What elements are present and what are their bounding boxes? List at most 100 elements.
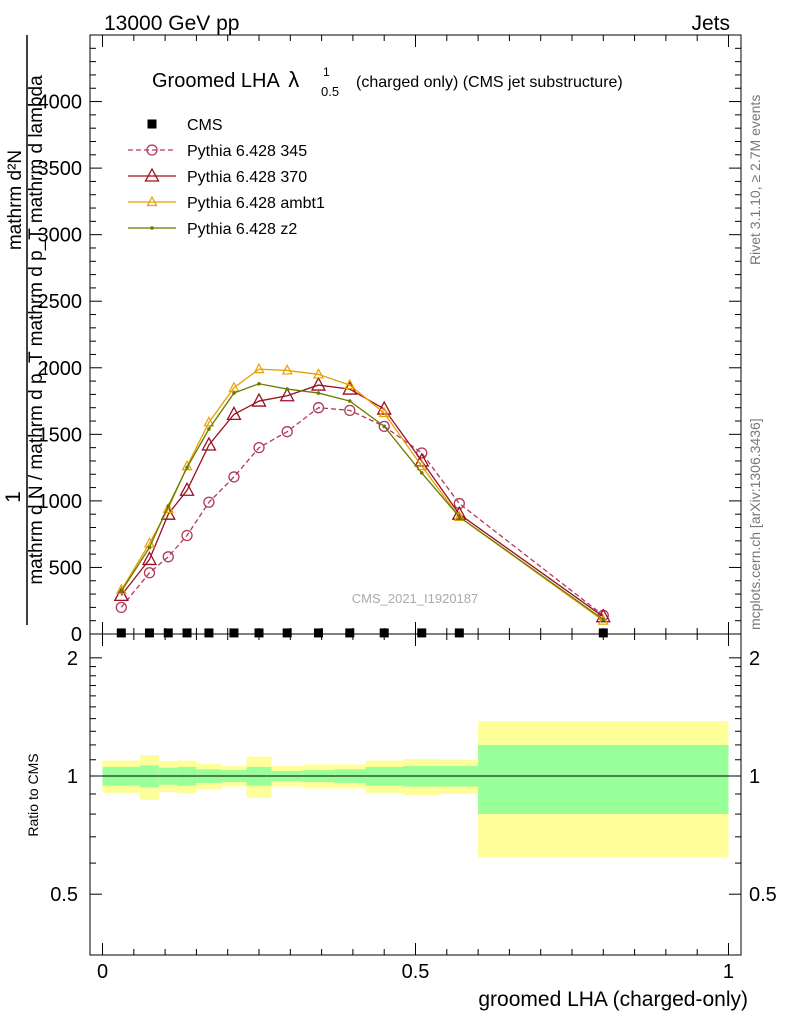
plot-title: Groomed LHA λ <box>152 67 299 92</box>
pythia-z2-point <box>347 399 352 403</box>
legend-label: CMS <box>187 117 223 134</box>
legend-item: Pythia 6.428 z2 <box>128 221 297 238</box>
cms-data-point <box>598 628 608 638</box>
ratio-y-tick-label-right: 1 <box>749 766 760 788</box>
pythia-370-point <box>141 551 158 566</box>
title-rest: (charged only) (CMS jet substructure) <box>356 74 623 91</box>
header-process-label: Jets <box>691 12 730 35</box>
x-tick-label: 0.5 <box>402 961 430 983</box>
ratio-y-tick-label: 2 <box>67 648 78 670</box>
cms-data-point <box>144 628 154 638</box>
pythia-345-point <box>143 567 156 579</box>
title-lambda: λ <box>288 67 299 92</box>
cms-data-point <box>345 628 355 638</box>
y-label-denominator: mathrm d N / mathrm d p_T mathrm d p_T m… <box>26 75 47 585</box>
pythia-370-point <box>251 392 267 407</box>
legend-item: CMS <box>147 117 223 134</box>
pythia-ambt1-point <box>453 510 465 521</box>
pythia-370-point <box>595 608 611 623</box>
series-line <box>120 384 604 618</box>
title-superscript: 1 <box>323 65 330 79</box>
pythia-345-point <box>162 551 174 563</box>
series-pythia-6-428-370 <box>113 376 611 623</box>
pythia-370-point <box>310 376 327 391</box>
legend-item: Pythia 6.428 370 <box>128 167 307 186</box>
pythia-ambt1-point <box>162 502 174 513</box>
main-y-tick-label: 0 <box>71 624 82 646</box>
pythia-370-point <box>144 167 160 182</box>
pythia-ambt1-point <box>378 406 390 418</box>
pythia-ambt1-point <box>253 362 265 374</box>
ratio-y-tick-label-right: 2 <box>749 648 760 670</box>
pythia-ambt1-point <box>203 416 215 427</box>
y-label-numerator: mathrm d²N <box>5 150 26 250</box>
cms-data-point <box>163 628 173 638</box>
pythia-ambt1-point <box>281 364 293 375</box>
pythia-ambt1-point <box>228 381 240 392</box>
x-axis-label: groomed LHA (charged-only) <box>478 988 748 1011</box>
main-y-tick-label: 1500 <box>38 424 83 446</box>
cms-data-point <box>254 628 264 638</box>
main-y-tick-label: 2500 <box>38 291 83 313</box>
cms-data-point <box>204 628 214 638</box>
series-line <box>120 368 604 622</box>
pythia-z2-point <box>382 424 387 429</box>
pythia-345-point <box>115 601 127 614</box>
main-y-tick-label: 3000 <box>38 225 83 247</box>
pythia-345-point <box>344 404 356 417</box>
pythia-z2-point <box>185 465 189 470</box>
cms-data-point <box>379 628 389 638</box>
pythia-345-point <box>228 471 240 483</box>
series-cms <box>116 628 608 638</box>
rivet-version-label: Rivet 3.1.10, ≥ 2.7M events <box>747 95 763 265</box>
main-y-tick-labels: 0 500 1000 1500 2000 2500 3000 3500 4000 <box>38 92 83 646</box>
cms-data-point <box>182 628 192 638</box>
ratio-y-label: Ratio to CMS <box>25 753 41 836</box>
pythia-z2-point <box>147 545 152 550</box>
series-pythia-6-428-345 <box>115 402 609 622</box>
pythia-370-point <box>226 406 242 421</box>
pythia-345-point <box>312 402 325 414</box>
series-line <box>120 407 604 616</box>
pythia-370-point <box>179 481 195 496</box>
pythia-z2-point <box>285 387 289 391</box>
x-tick-label: 1 <box>723 961 734 983</box>
legend-item: Pythia 6.428 ambt1 <box>128 195 325 212</box>
main-axis-ticks <box>90 35 741 635</box>
x-tick-label: 0 <box>97 961 108 983</box>
cms-data-point <box>229 628 239 638</box>
main-panel: 0 500 1000 1500 2000 2500 3000 3500 4000 Groomed… <box>2 34 742 646</box>
ratio-y-tick-label: 1 <box>67 766 78 788</box>
ratio-stat-band <box>478 744 729 815</box>
pythia-370-point <box>113 587 129 602</box>
pythia-370-point <box>201 436 217 451</box>
legend-label: Pythia 6.428 z2 <box>187 221 297 238</box>
pythia-345-point <box>146 144 158 156</box>
series-pythia-6-428-ambt1 <box>115 362 609 625</box>
main-y-tick-label: 500 <box>49 557 82 579</box>
pythia-z2-point <box>457 515 462 519</box>
pythia-ambt1-point <box>344 378 356 390</box>
y-label-top: 1 <box>2 491 25 503</box>
pythia-ambt1-point <box>146 195 158 207</box>
cms-data-point <box>417 628 427 638</box>
pythia-345-point <box>253 441 265 454</box>
legend-label: Pythia 6.428 370 <box>187 169 307 186</box>
x-tick-labels: 0 0.5 1 <box>97 961 734 983</box>
main-series-group <box>113 362 611 638</box>
pythia-345-point <box>378 420 390 432</box>
ratio-axis-ticks <box>90 634 741 955</box>
series-pythia-6-428-z2 <box>119 381 606 622</box>
pythia-345-point <box>181 529 193 542</box>
mcplots-label: mcplots.cern.ch [arXiv:1306.3436] <box>747 418 763 630</box>
header-energy-label: 13000 GeV pp <box>104 12 239 35</box>
ratio-plot-frame <box>89 633 742 956</box>
legend: CMS Pythia 6.428 345 Pythia 6.428 370 Pythi… <box>128 117 325 238</box>
ratio-y-tick-label: 0.5 <box>50 884 78 906</box>
cms-data-point <box>313 628 323 638</box>
pythia-z2-point <box>601 617 606 622</box>
pythia-345-point <box>203 496 215 508</box>
pythia-z2-point <box>232 391 236 395</box>
cms-data-point <box>454 628 464 638</box>
